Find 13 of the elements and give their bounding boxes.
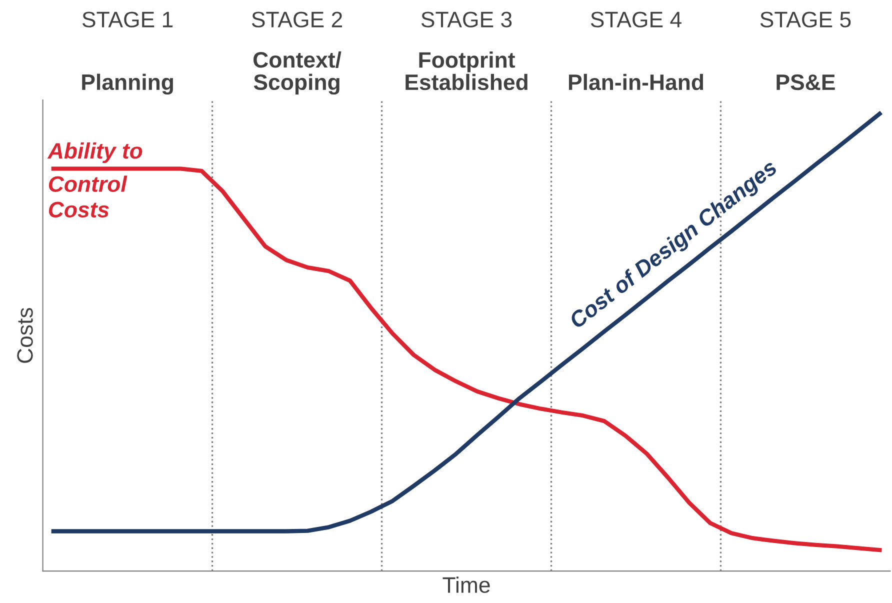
series-label: Ability to Control Costs [47,142,142,218]
text: STAGE 2 [252,12,342,28]
text: PS&E [776,74,835,90]
x-axis-title: Time [442,576,490,593]
y-axis-title: Costs [17,308,33,363]
text: STAGE 4 [590,12,682,28]
text: STAGE 3 [421,12,512,28]
text: Planning [82,74,173,95]
text: STAGE 5 [760,12,851,28]
text: Plan-in-Hand [568,74,704,90]
text: Footprint Established [406,52,528,90]
text: Context/ Scoping [254,51,342,95]
text: STAGE 1 [82,12,173,28]
